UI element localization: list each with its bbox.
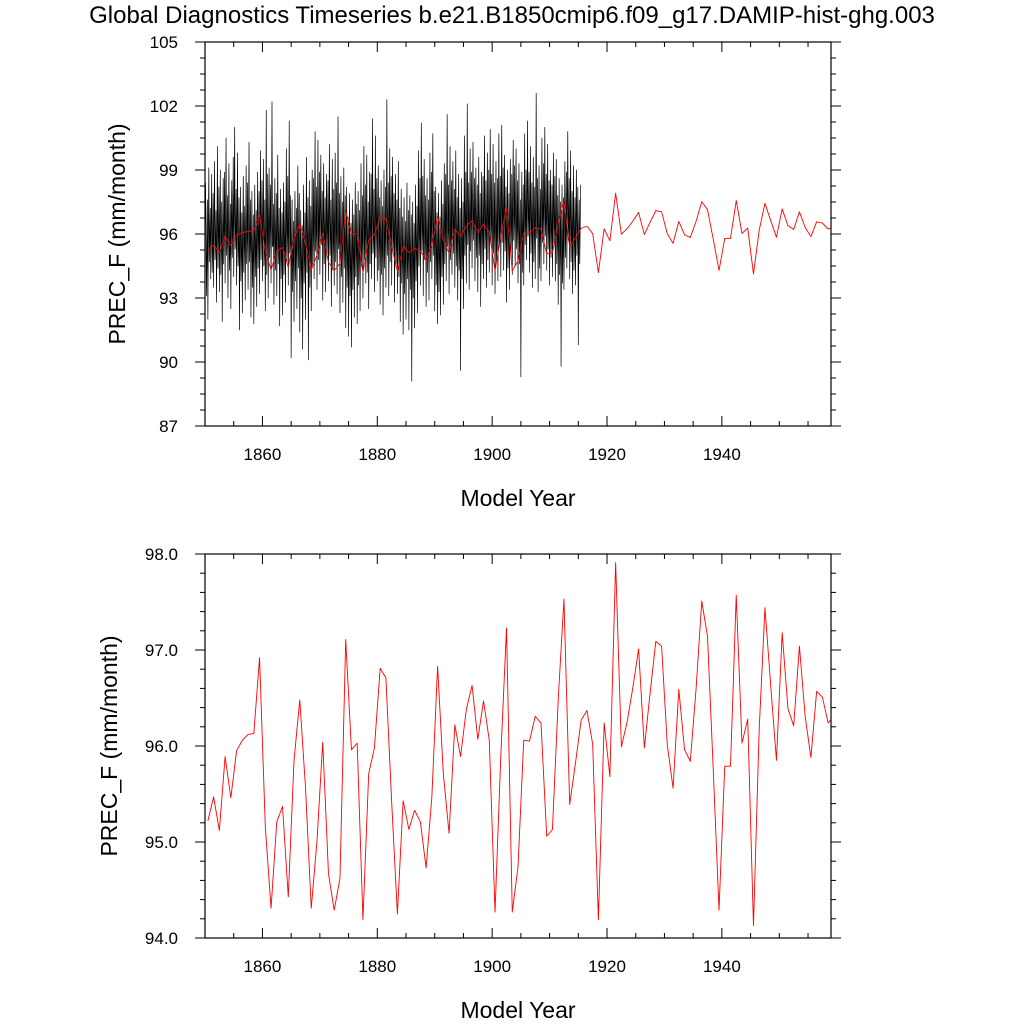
y-tick-label: 96.0 [145,737,178,756]
y-tick-label: 97.0 [145,641,178,660]
y-tick-label: 94.0 [145,929,178,948]
y-tick-label: 96 [159,225,178,244]
y-tick-label: 99 [159,161,178,180]
series-line-annual [207,562,831,926]
x-tick-label: 1940 [703,957,741,976]
x-tick-label: 1920 [588,445,626,464]
y-tick-label: 102 [150,97,178,116]
x-tick-label: 1880 [358,445,396,464]
x-tick-label: 1920 [588,957,626,976]
series-line-annual [207,192,831,275]
y-tick-label: 95.0 [145,833,178,852]
page-title: Global Diagnostics Timeseries b.e21.B185… [89,2,935,29]
panel-top-monthly-annual: 1860 1880 1900 1920 1940 87 90 93 96 99 102 105 Mode… [104,33,841,511]
x-tick-label: 1900 [473,445,511,464]
x-tick-label: 1900 [473,957,511,976]
y-tick-label: 98.0 [145,545,178,564]
y-axis-label: PREC_F (mm/month) [96,635,122,856]
x-tick-label: 1940 [703,445,741,464]
x-axis-label: Model Year [460,485,575,511]
x-axis-label: Model Year [460,997,575,1023]
x-tick-label: 1860 [244,957,282,976]
series-group [205,92,831,382]
x-tick-label: 1880 [358,957,396,976]
y-tick-label: 90 [159,353,178,372]
y-tick-label: 105 [150,33,178,52]
series-line-monthly [205,92,582,382]
x-tick-label: 1860 [244,445,282,464]
y-axis-label: PREC_F (mm/month) [104,123,130,344]
panel-bottom-annual: 1860 1880 1900 1920 1940 94.0 95.0 96.0 97.0 98.0… [96,545,841,1023]
y-tick-label: 93 [159,289,178,308]
y-tick-label: 87 [159,417,178,436]
series-group [207,562,831,926]
